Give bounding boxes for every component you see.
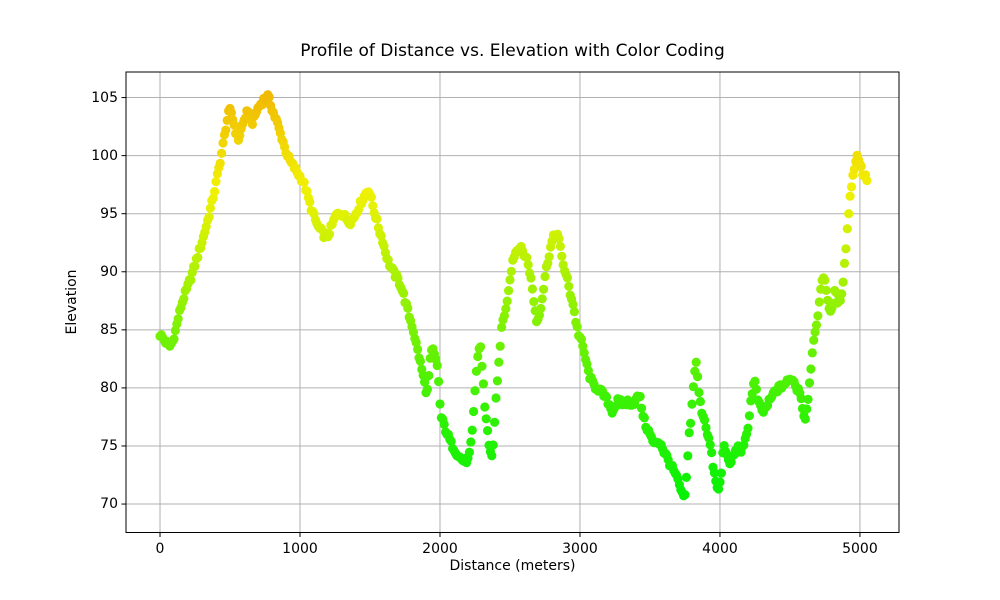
tick-marks [121,97,861,537]
chart-title: Profile of Distance vs. Elevation with C… [300,41,725,61]
y-tick-label: 70 [100,496,118,513]
y-tick-label: 75 [100,437,118,454]
x-tick-label: 4000 [702,540,738,557]
x-tick-label: 1000 [282,540,318,557]
y-tick-label: 100 [91,147,118,164]
y-tick-label: 105 [91,89,118,106]
axes-spines [125,71,900,533]
x-tick-label: 3000 [562,540,598,557]
x-tick-label: 2000 [422,540,458,557]
x-axis-label: Distance (meters) [449,558,576,574]
y-tick-label: 90 [100,263,118,280]
scatter-points [155,90,872,501]
gridlines [126,72,899,533]
y-tick-label: 85 [100,321,118,338]
y-tick-label: 80 [100,379,118,396]
y-tick-label: 95 [100,205,118,222]
x-tick-label: 0 [155,540,165,557]
x-tick-label: 5000 [842,540,878,557]
